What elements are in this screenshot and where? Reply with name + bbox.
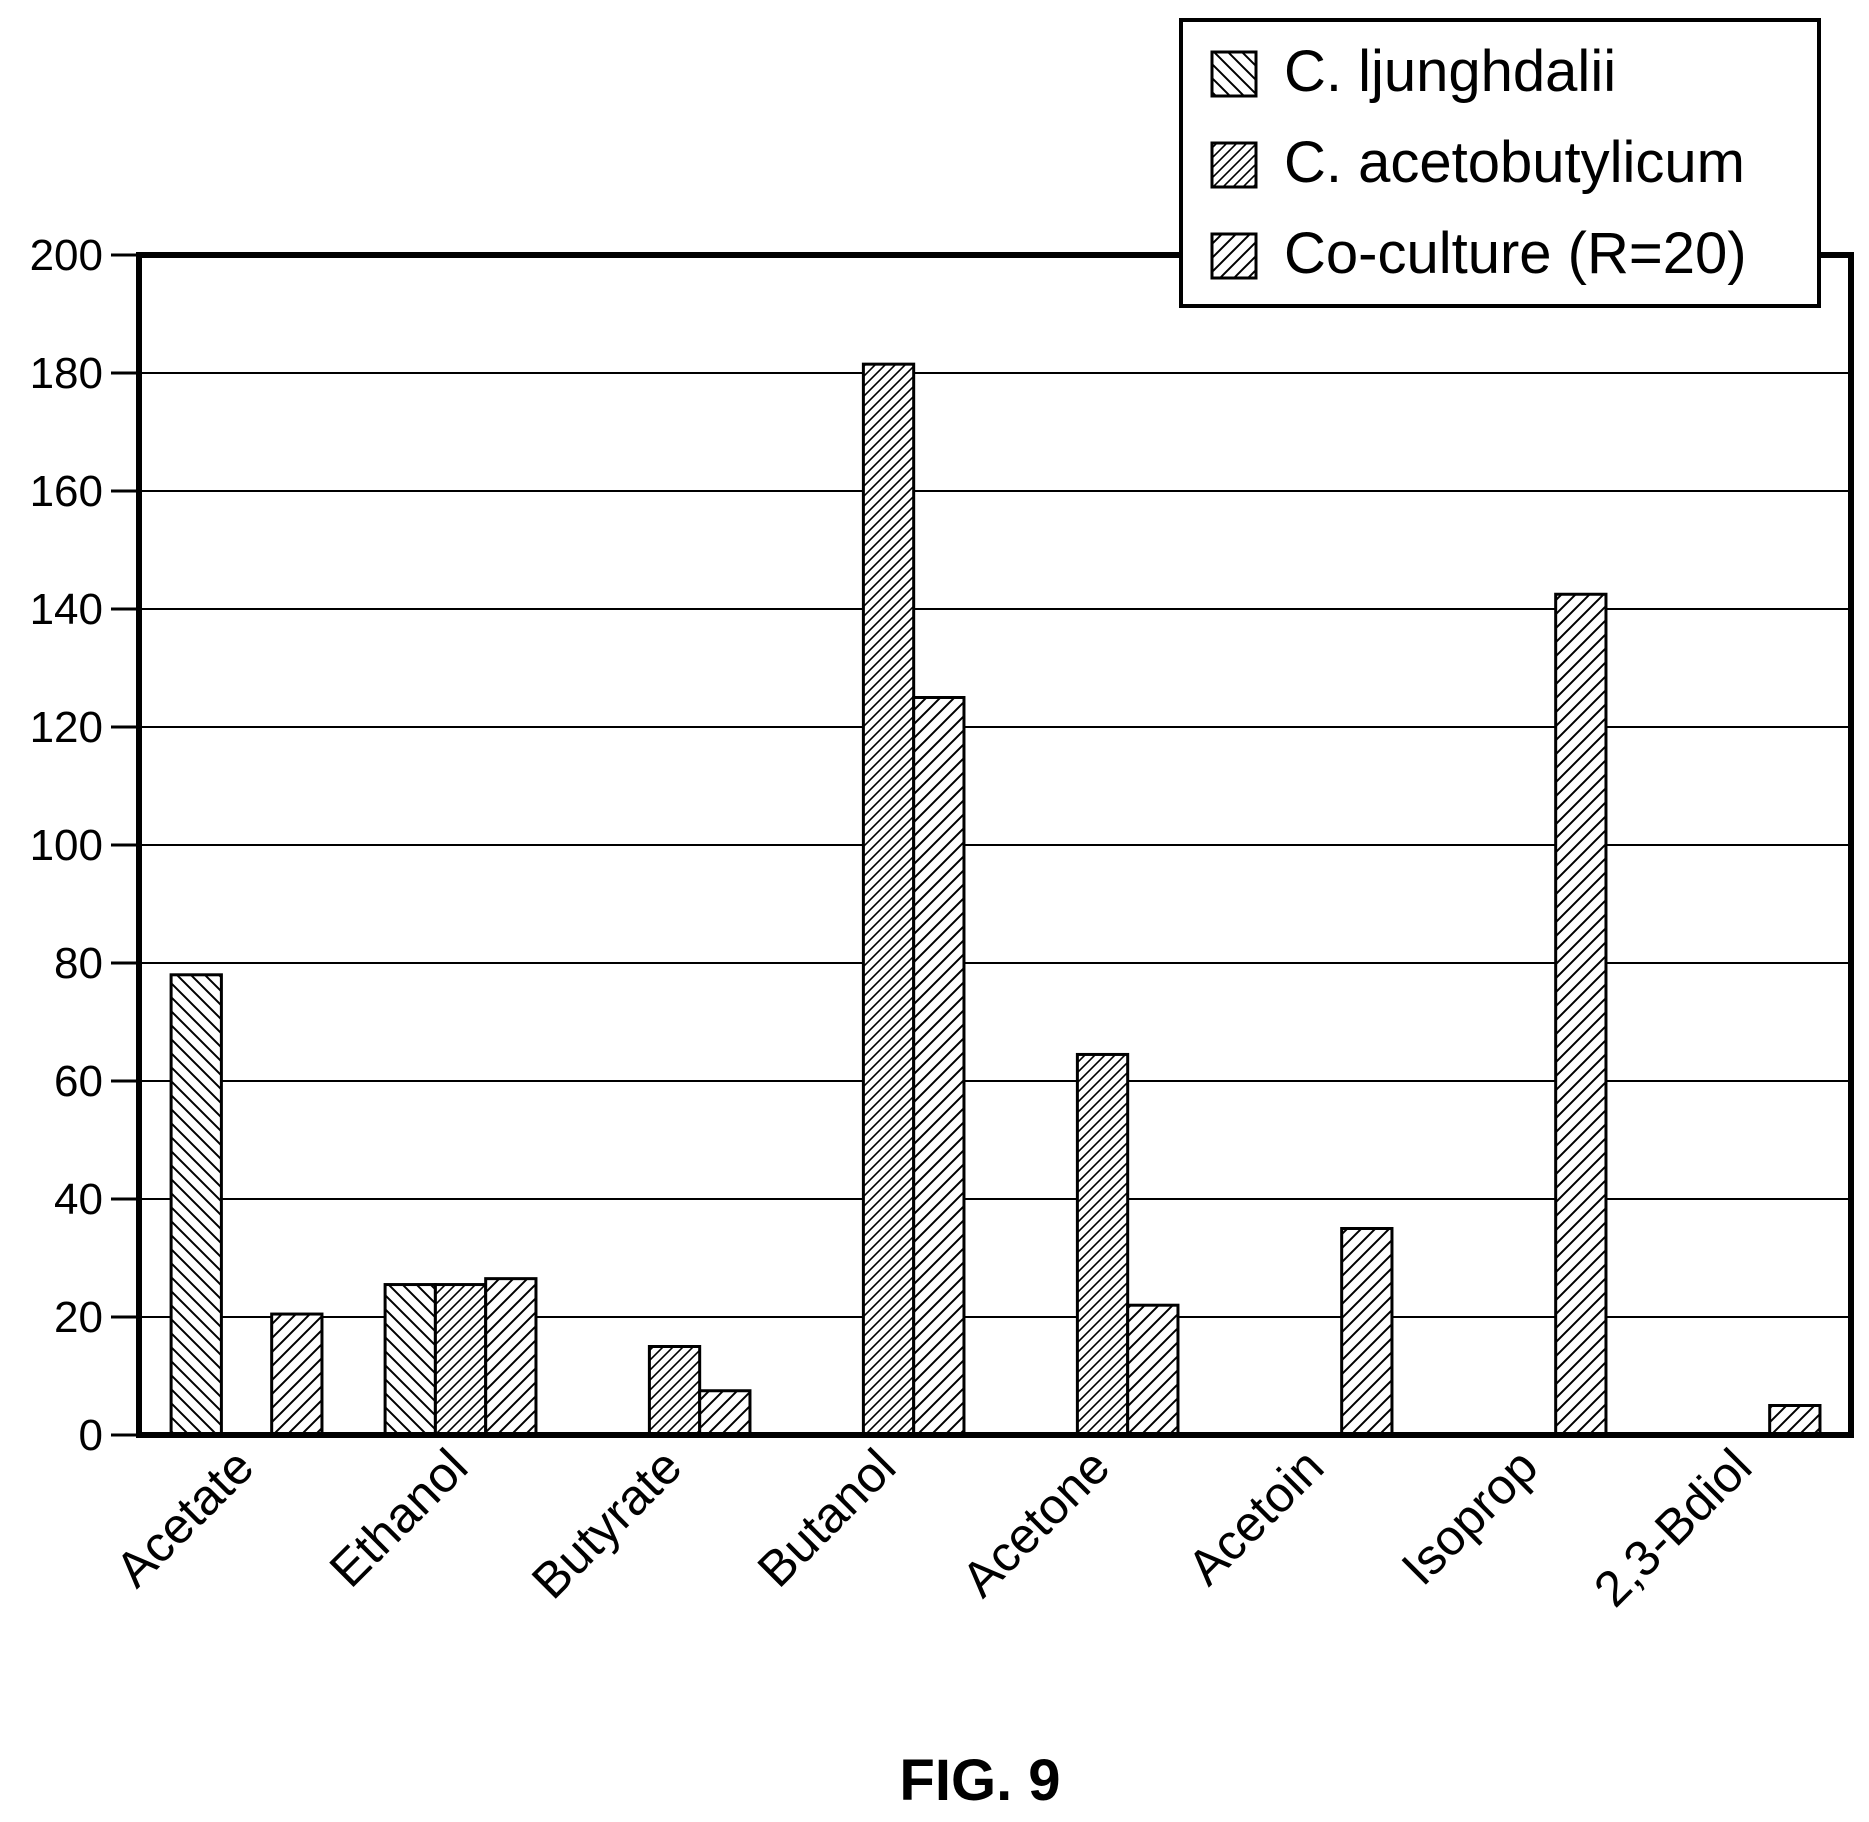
bar-acetoin-series-2 <box>1340 1227 1394 1437</box>
legend-item-2: Co-culture (R=20) <box>1210 221 1747 286</box>
x-tick-label: Butanol <box>747 1438 907 1598</box>
gridlines <box>139 372 1851 1318</box>
x-tick-label: Ethanol <box>319 1438 479 1598</box>
y-tick-label: 20 <box>54 1293 103 1342</box>
x-tick-label: Acetate <box>105 1438 264 1597</box>
bar-acetone-series-1 <box>1075 1052 1130 1437</box>
x-axis: Acetate Ethanol Butyrate Butanol Acetone Acet… <box>105 1438 1762 1617</box>
bar-acetone-series-2 <box>1126 1303 1180 1437</box>
legend-item-1: C. acetobutylicum <box>1210 130 1745 195</box>
legend-item-0: C. ljunghdalii <box>1210 39 1616 104</box>
legend-label-0: C. ljunghdalii <box>1284 39 1616 104</box>
y-tick-label: 60 <box>54 1057 103 1106</box>
bars <box>169 362 1822 1437</box>
bar-butanol-series-2 <box>912 696 966 1437</box>
bar-2-3-bdiol-series-2 <box>1768 1404 1822 1437</box>
y-tick-label: 40 <box>54 1175 103 1224</box>
bar-ethanol-series-0 <box>383 1283 437 1437</box>
y-tick-label: 0 <box>79 1411 103 1460</box>
legend: C. ljunghdalii C. acetobutylicum Co-cult… <box>1179 18 1821 308</box>
bar-ethanol-series-1 <box>433 1283 488 1437</box>
x-tick-label: Acetoin <box>1177 1438 1335 1596</box>
legend-label-2: Co-culture (R=20) <box>1284 221 1747 286</box>
x-tick-label: Acetone <box>951 1438 1120 1607</box>
bar-isoprop-series-2 <box>1554 592 1608 1437</box>
figure-caption: FIG. 9 <box>899 1748 1060 1813</box>
bar-butyrate-series-1 <box>647 1345 702 1437</box>
bar-acetate-series-2 <box>270 1312 324 1437</box>
legend-swatch-2 <box>1210 232 1258 280</box>
legend-label-1: C. acetobutylicum <box>1284 130 1745 195</box>
legend-swatch-1 <box>1210 141 1258 189</box>
x-tick-label: 2,3-Bdiol <box>1583 1438 1762 1617</box>
bar-butyrate-series-2 <box>698 1389 752 1437</box>
x-tick-label: Butyrate <box>521 1438 692 1609</box>
bar-acetate-series-0 <box>169 973 223 1437</box>
y-tick-label: 180 <box>30 349 103 398</box>
y-tick-label: 140 <box>30 585 103 634</box>
bar-ethanol-series-2 <box>484 1277 538 1437</box>
x-tick-label: Isoprop <box>1391 1438 1549 1596</box>
legend-box <box>1179 18 1821 308</box>
y-axis: 0 20 40 60 80 100 120 140 160 180 200 <box>30 231 139 1460</box>
y-tick-label: 200 <box>30 231 103 280</box>
y-tick-label: 100 <box>30 821 103 870</box>
y-tick-label: 120 <box>30 703 103 752</box>
y-tick-label: 160 <box>30 467 103 516</box>
bar-butanol-series-1 <box>861 362 916 1437</box>
legend-swatch-0 <box>1210 50 1258 98</box>
y-tick-label: 80 <box>54 939 103 988</box>
